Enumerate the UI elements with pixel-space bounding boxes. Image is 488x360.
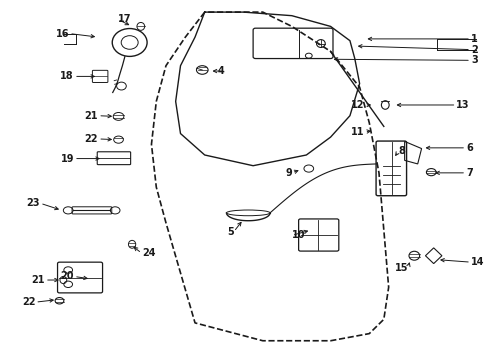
Text: 3: 3 <box>470 55 477 65</box>
Text: 14: 14 <box>470 257 484 267</box>
Text: 23: 23 <box>26 198 40 208</box>
Text: 11: 11 <box>350 127 364 137</box>
Text: 22: 22 <box>84 134 98 144</box>
Text: 22: 22 <box>22 297 35 307</box>
Text: 10: 10 <box>291 230 305 240</box>
Text: 24: 24 <box>142 248 155 258</box>
Text: 5: 5 <box>226 227 233 237</box>
Text: 12: 12 <box>350 100 364 110</box>
Text: 21: 21 <box>84 111 98 121</box>
Text: 8: 8 <box>398 147 405 157</box>
Text: 18: 18 <box>60 71 74 81</box>
Text: 20: 20 <box>61 271 74 282</box>
Text: 13: 13 <box>455 100 469 110</box>
Text: 15: 15 <box>394 262 407 273</box>
Text: 16: 16 <box>56 28 69 39</box>
Text: 19: 19 <box>61 154 74 163</box>
Text: 21: 21 <box>31 275 45 285</box>
Text: 6: 6 <box>465 143 472 153</box>
Text: 17: 17 <box>117 14 131 24</box>
Text: 1: 1 <box>470 34 477 44</box>
Text: 9: 9 <box>285 168 291 178</box>
Text: 2: 2 <box>470 45 477 55</box>
Text: 7: 7 <box>465 168 472 178</box>
Ellipse shape <box>226 210 269 216</box>
Text: 4: 4 <box>217 66 224 76</box>
